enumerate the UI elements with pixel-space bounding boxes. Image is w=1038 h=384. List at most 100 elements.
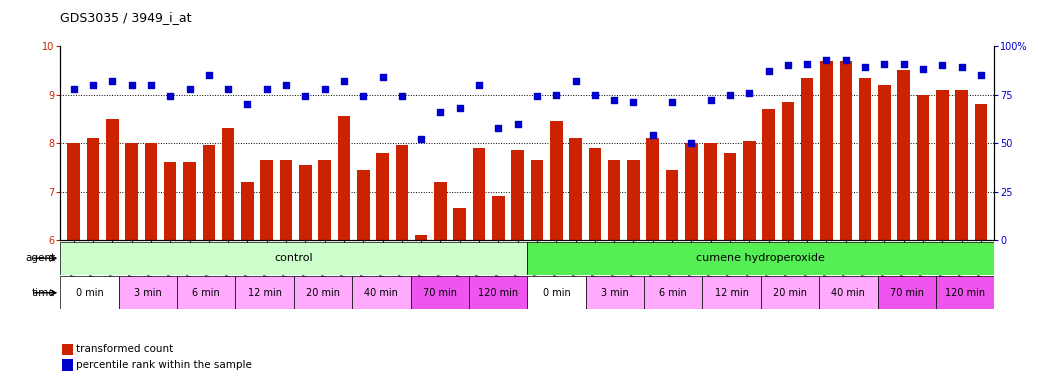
Text: 6 min: 6 min bbox=[659, 288, 687, 298]
Bar bbox=[665, 170, 679, 240]
Point bbox=[683, 140, 700, 146]
Bar bbox=[936, 276, 994, 309]
Bar bbox=[60, 276, 118, 309]
Bar bbox=[840, 61, 852, 240]
Text: 12 min: 12 min bbox=[247, 288, 281, 298]
Bar bbox=[415, 235, 428, 240]
Text: 40 min: 40 min bbox=[831, 288, 866, 298]
Text: 20 min: 20 min bbox=[306, 288, 340, 298]
Point bbox=[104, 78, 120, 84]
Bar bbox=[585, 276, 644, 309]
Bar bbox=[703, 276, 761, 309]
Point bbox=[703, 97, 719, 103]
Bar bbox=[762, 109, 774, 240]
Text: 0 min: 0 min bbox=[543, 288, 570, 298]
Bar bbox=[67, 143, 80, 240]
Bar bbox=[144, 143, 157, 240]
Text: GDS3035 / 3949_i_at: GDS3035 / 3949_i_at bbox=[60, 12, 192, 25]
Bar bbox=[936, 90, 949, 240]
Text: time: time bbox=[31, 288, 55, 298]
Bar bbox=[299, 165, 311, 240]
Bar bbox=[280, 160, 293, 240]
Point bbox=[490, 124, 507, 131]
Bar bbox=[352, 276, 411, 309]
Bar bbox=[820, 61, 832, 240]
Bar bbox=[472, 148, 486, 240]
Point bbox=[413, 136, 430, 142]
Point bbox=[548, 91, 565, 98]
Bar bbox=[530, 160, 543, 240]
Bar bbox=[126, 143, 138, 240]
Bar bbox=[858, 78, 871, 240]
Point bbox=[182, 86, 198, 92]
Text: transformed count: transformed count bbox=[76, 344, 173, 354]
Point bbox=[567, 78, 583, 84]
Text: percentile rank within the sample: percentile rank within the sample bbox=[76, 360, 251, 370]
Point bbox=[317, 86, 333, 92]
Bar bbox=[589, 148, 601, 240]
Point bbox=[606, 97, 623, 103]
Bar bbox=[644, 276, 703, 309]
Point bbox=[452, 105, 468, 111]
Text: 120 min: 120 min bbox=[479, 288, 518, 298]
Bar bbox=[898, 70, 910, 240]
Point bbox=[297, 93, 313, 99]
Bar bbox=[492, 196, 504, 240]
Point bbox=[721, 91, 738, 98]
Bar bbox=[395, 146, 408, 240]
Bar bbox=[877, 276, 936, 309]
Point bbox=[876, 60, 893, 66]
Bar bbox=[176, 276, 236, 309]
Bar bbox=[819, 276, 877, 309]
Bar bbox=[357, 170, 370, 240]
Point bbox=[393, 93, 410, 99]
Text: control: control bbox=[274, 253, 313, 263]
Bar bbox=[512, 150, 524, 240]
Point bbox=[471, 82, 488, 88]
Bar bbox=[743, 141, 756, 240]
Point bbox=[799, 60, 816, 66]
Point bbox=[65, 86, 82, 92]
Point bbox=[528, 93, 545, 99]
Bar bbox=[319, 160, 331, 240]
Bar bbox=[337, 116, 350, 240]
Bar bbox=[608, 160, 621, 240]
Point bbox=[934, 63, 951, 69]
Point bbox=[510, 121, 526, 127]
Point bbox=[239, 101, 255, 108]
Point bbox=[432, 109, 448, 115]
Text: 3 min: 3 min bbox=[601, 288, 629, 298]
Point bbox=[973, 72, 989, 78]
Text: 40 min: 40 min bbox=[364, 288, 399, 298]
Bar bbox=[723, 153, 736, 240]
Bar bbox=[782, 102, 794, 240]
Bar bbox=[60, 242, 527, 275]
Point bbox=[278, 82, 295, 88]
Bar bbox=[261, 160, 273, 240]
Bar bbox=[955, 90, 967, 240]
Point bbox=[335, 78, 352, 84]
Bar bbox=[294, 276, 352, 309]
Text: cumene hydroperoxide: cumene hydroperoxide bbox=[696, 253, 825, 263]
Bar bbox=[975, 104, 987, 240]
Bar bbox=[627, 160, 639, 240]
Point bbox=[838, 56, 854, 63]
Text: 6 min: 6 min bbox=[192, 288, 220, 298]
Point bbox=[856, 65, 873, 71]
Text: agent: agent bbox=[25, 253, 55, 263]
Point bbox=[953, 65, 969, 71]
Bar bbox=[761, 276, 819, 309]
Bar bbox=[87, 138, 100, 240]
Point bbox=[741, 89, 758, 96]
Bar bbox=[647, 138, 659, 240]
Point bbox=[818, 56, 835, 63]
Point bbox=[355, 93, 372, 99]
Text: 0 min: 0 min bbox=[76, 288, 103, 298]
Point bbox=[780, 63, 796, 69]
Point bbox=[586, 91, 603, 98]
Point bbox=[162, 93, 179, 99]
Text: 120 min: 120 min bbox=[946, 288, 985, 298]
Point bbox=[760, 68, 776, 74]
Bar bbox=[527, 276, 585, 309]
Bar bbox=[878, 85, 891, 240]
